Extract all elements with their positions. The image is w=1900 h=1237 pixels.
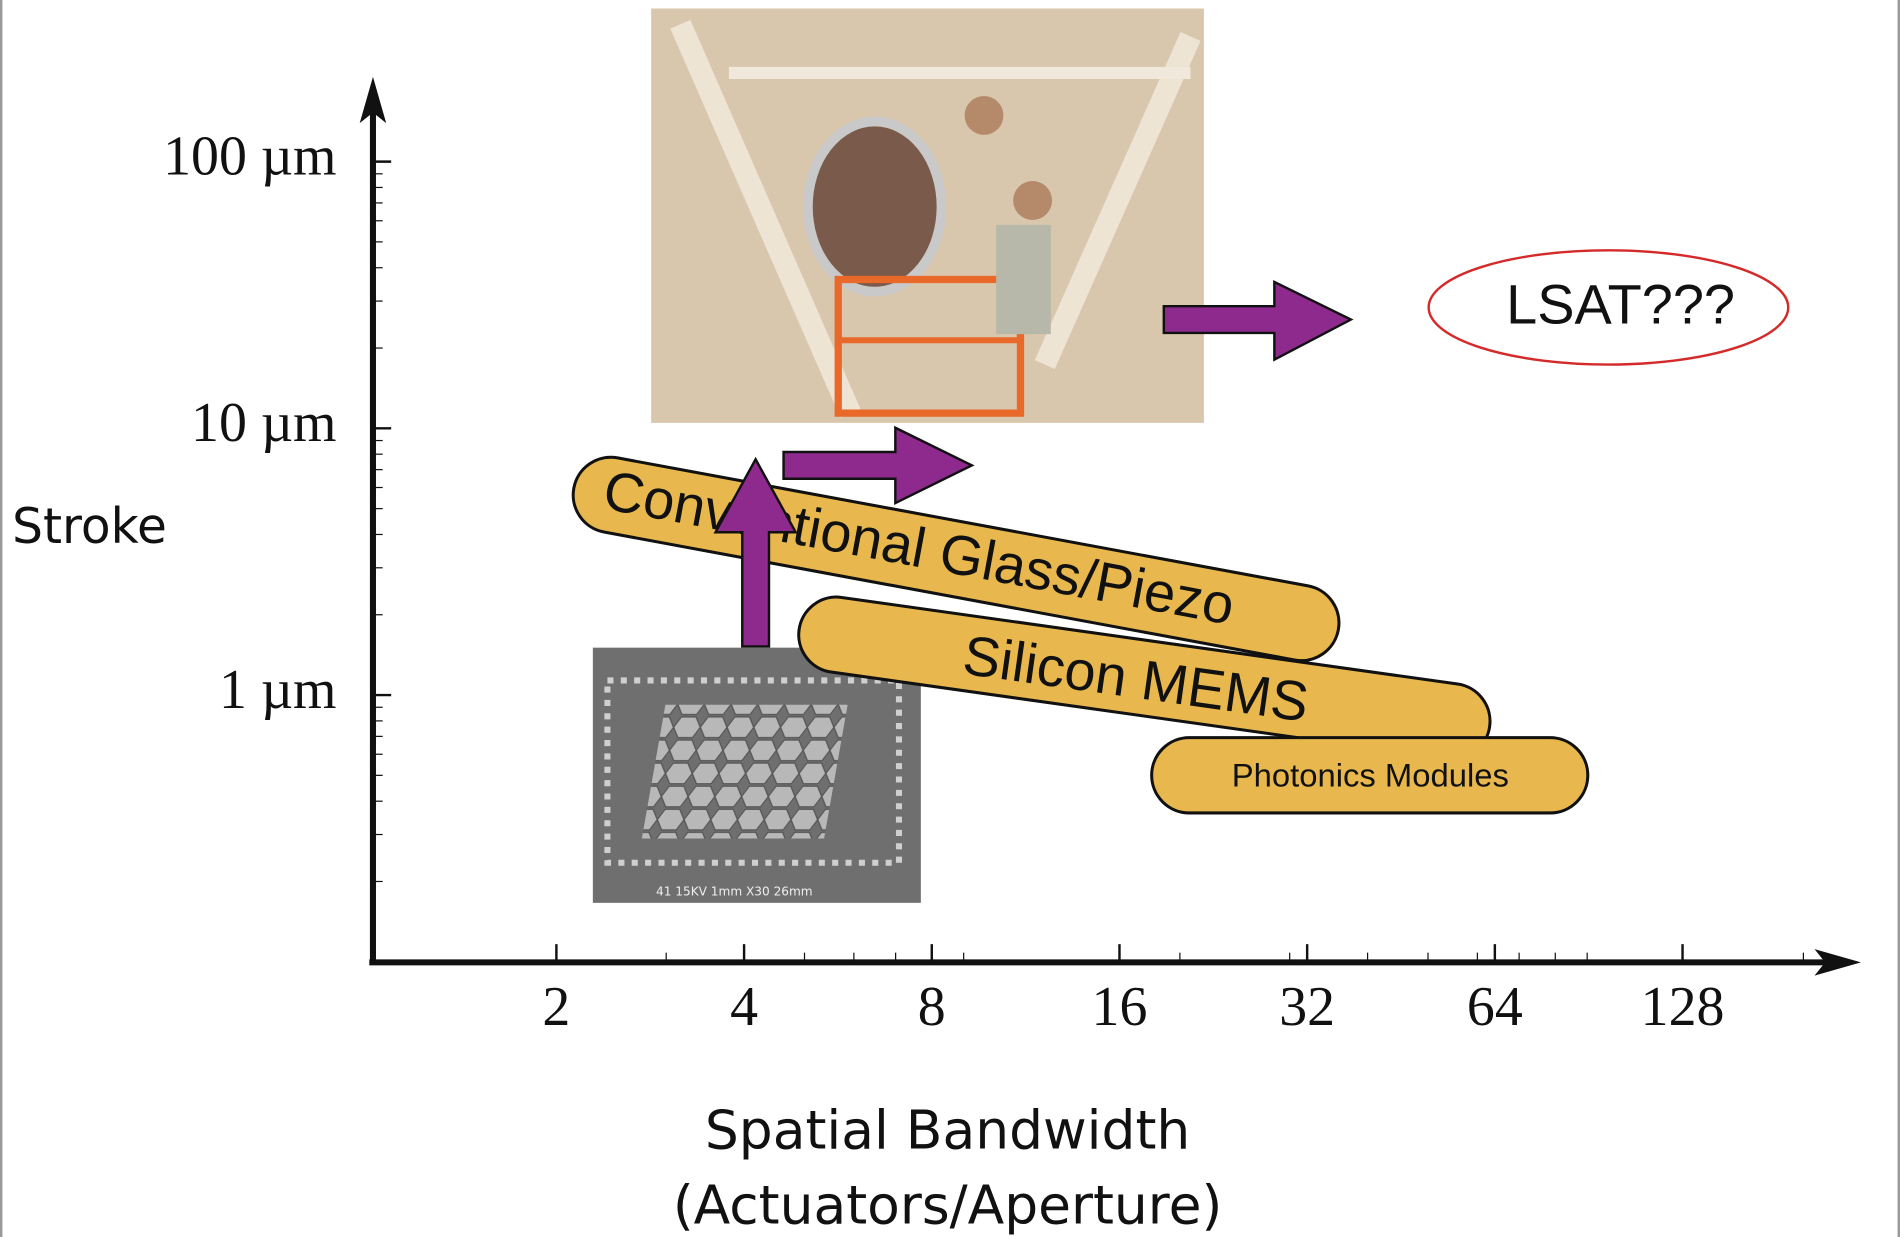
sem-photo: 41 15KV 1mm X30 26mm (593, 648, 921, 903)
telescope-photo (651, 9, 1204, 423)
y-tick-label: 1 µm (219, 659, 337, 721)
x-tick-label: 2 (542, 976, 570, 1038)
x-tick-label: 32 (1279, 976, 1335, 1038)
sem-caption: 41 15KV 1mm X30 26mm (656, 884, 813, 898)
y-tick-label: 100 µm (163, 125, 336, 187)
x-tick-label: 128 (1641, 976, 1725, 1038)
target-label: LSAT??? (1506, 272, 1735, 335)
region-photonics: Photonics Modules (1152, 738, 1588, 813)
y-ticks: 100 µm 10 µm 1 µm (163, 125, 391, 881)
diagram: 41 15KV 1mm X30 26mm 100 µm 10 µm 1 µm 2 4 8… (0, 0, 1900, 1237)
region-label: Photonics Modules (1232, 756, 1509, 793)
x-axis-label: (Actuators/Aperture) (673, 1174, 1222, 1237)
x-axis-label: Spatial Bandwidth (705, 1098, 1190, 1161)
y-axis-label: Stroke (12, 499, 167, 555)
x-ticks: 2 4 8 16 32 64 128 (542, 944, 1803, 1038)
x-tick-label: 64 (1467, 976, 1523, 1038)
x-tick-label: 8 (918, 976, 946, 1038)
x-tick-label: 4 (730, 976, 758, 1038)
y-tick-label: 10 µm (191, 392, 336, 454)
x-tick-label: 16 (1092, 976, 1148, 1038)
